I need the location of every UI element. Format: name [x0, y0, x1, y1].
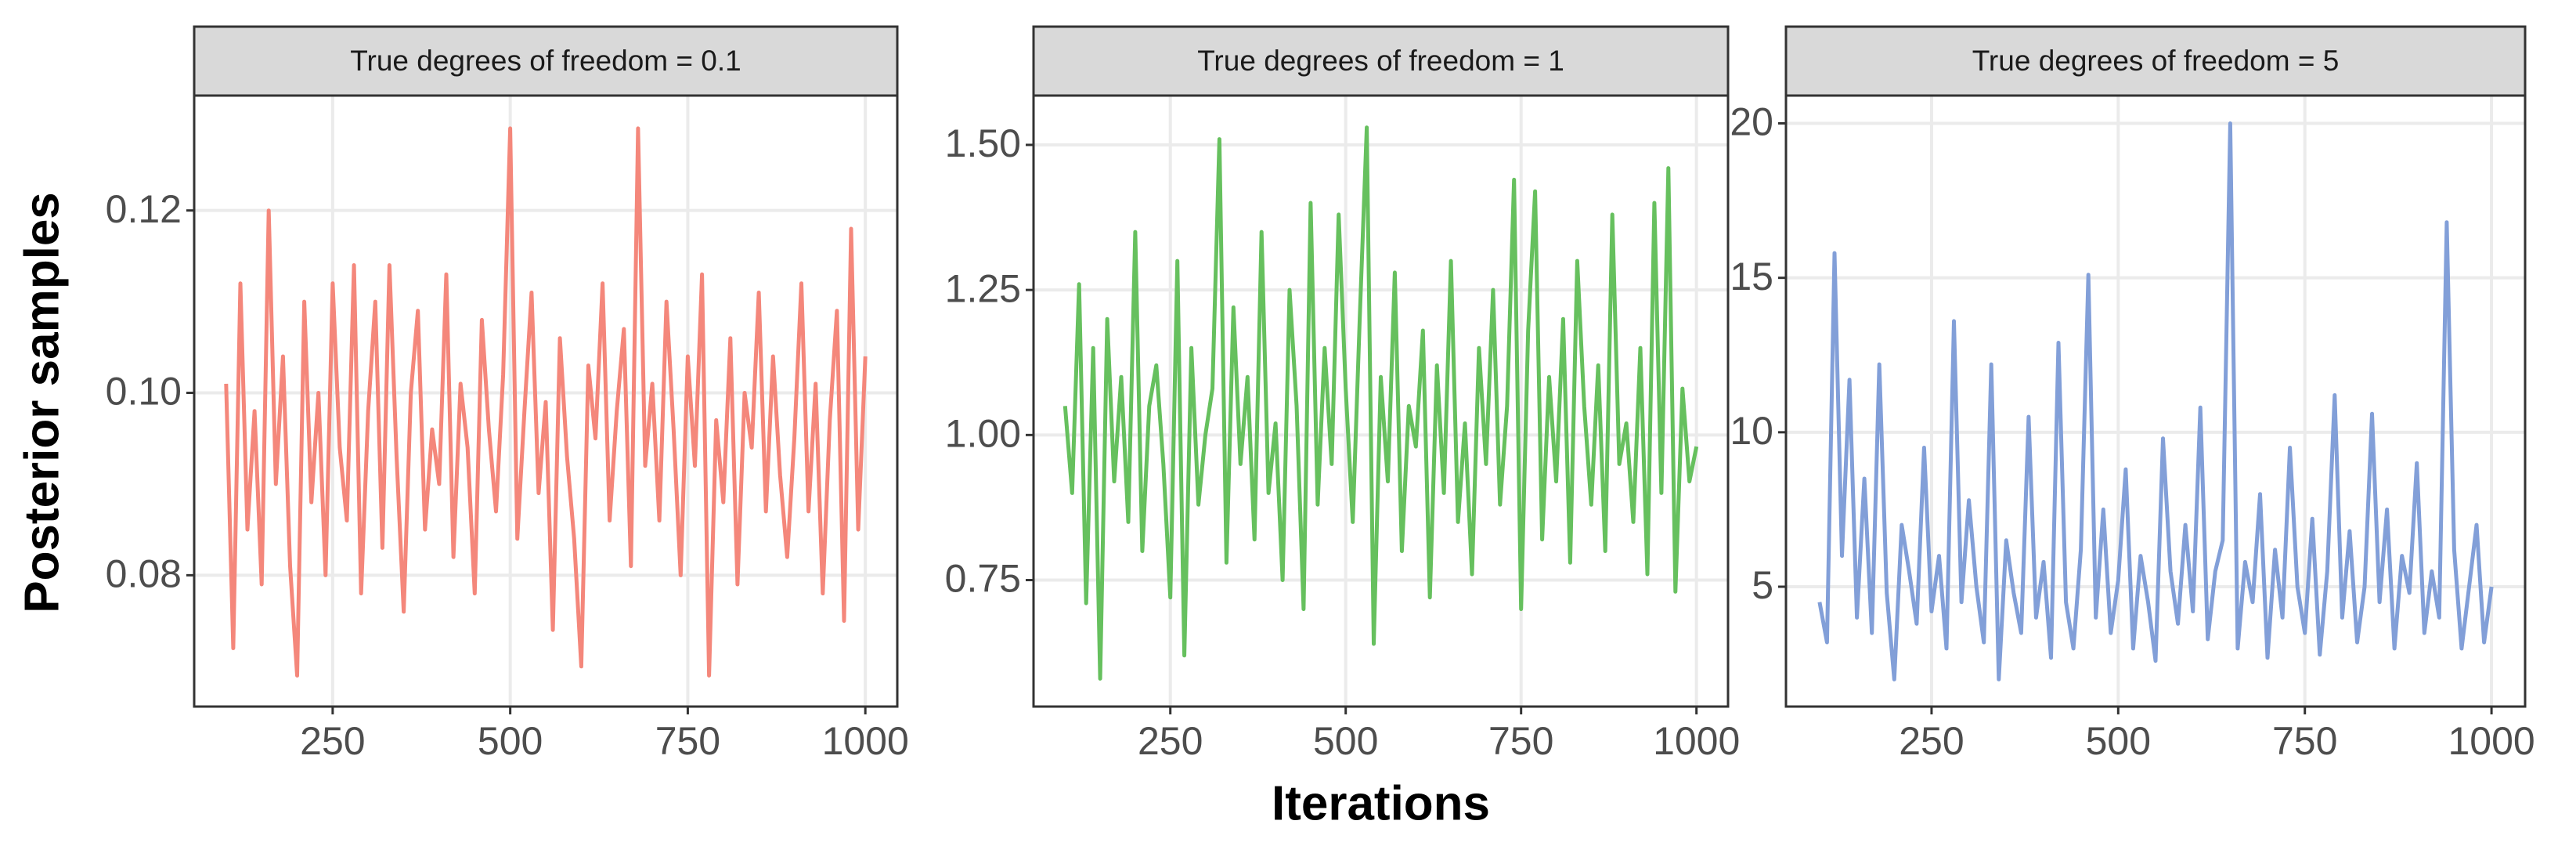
x-tick-label: 750 [2272, 719, 2337, 763]
x-tick-label: 500 [2086, 719, 2151, 763]
y-tick-label: 0.75 [945, 557, 1021, 601]
x-tick-label: 1000 [2448, 719, 2535, 763]
x-tick-label: 250 [1899, 719, 1964, 763]
panel-title: True degrees of freedom = 0.1 [350, 45, 741, 77]
data-line [224, 126, 868, 678]
x-tick-label: 500 [1313, 719, 1378, 763]
x-tick-label: 500 [478, 719, 543, 763]
y-tick-label: 15 [1730, 255, 1773, 298]
y-tick-label: 1.25 [945, 266, 1021, 310]
y-tick-label: 0.08 [106, 552, 182, 596]
panel-border [1032, 94, 1730, 708]
y-tick-label: 10 [1730, 409, 1773, 453]
y-tick-label: 5 [1752, 563, 1773, 607]
strip [1032, 25, 1730, 97]
x-axis-title: Iterations [1272, 776, 1490, 830]
strip [193, 25, 899, 97]
panel-title: True degrees of freedom = 1 [1197, 45, 1564, 77]
y-tick-label: 1.00 [945, 412, 1021, 456]
x-tick-label: 250 [1138, 719, 1203, 763]
panel-title: True degrees of freedom = 5 [1972, 45, 2340, 77]
x-tick-label: 750 [655, 719, 720, 763]
y-tick-label: 0.12 [106, 187, 182, 231]
data-line [1817, 121, 2494, 682]
y-tick-label: 1.50 [945, 121, 1021, 165]
y-tick-label: 0.10 [106, 370, 182, 414]
x-tick-label: 1000 [822, 719, 909, 763]
x-tick-label: 250 [300, 719, 365, 763]
strip [1784, 25, 2527, 97]
panel-border [1784, 94, 2527, 708]
data-line [1063, 125, 1699, 681]
y-tick-label: 20 [1730, 100, 1773, 144]
x-tick-label: 1000 [1653, 719, 1740, 763]
panel-border [193, 94, 899, 708]
y-axis-title: Posterior samples [15, 192, 69, 613]
x-tick-label: 750 [1488, 719, 1553, 763]
